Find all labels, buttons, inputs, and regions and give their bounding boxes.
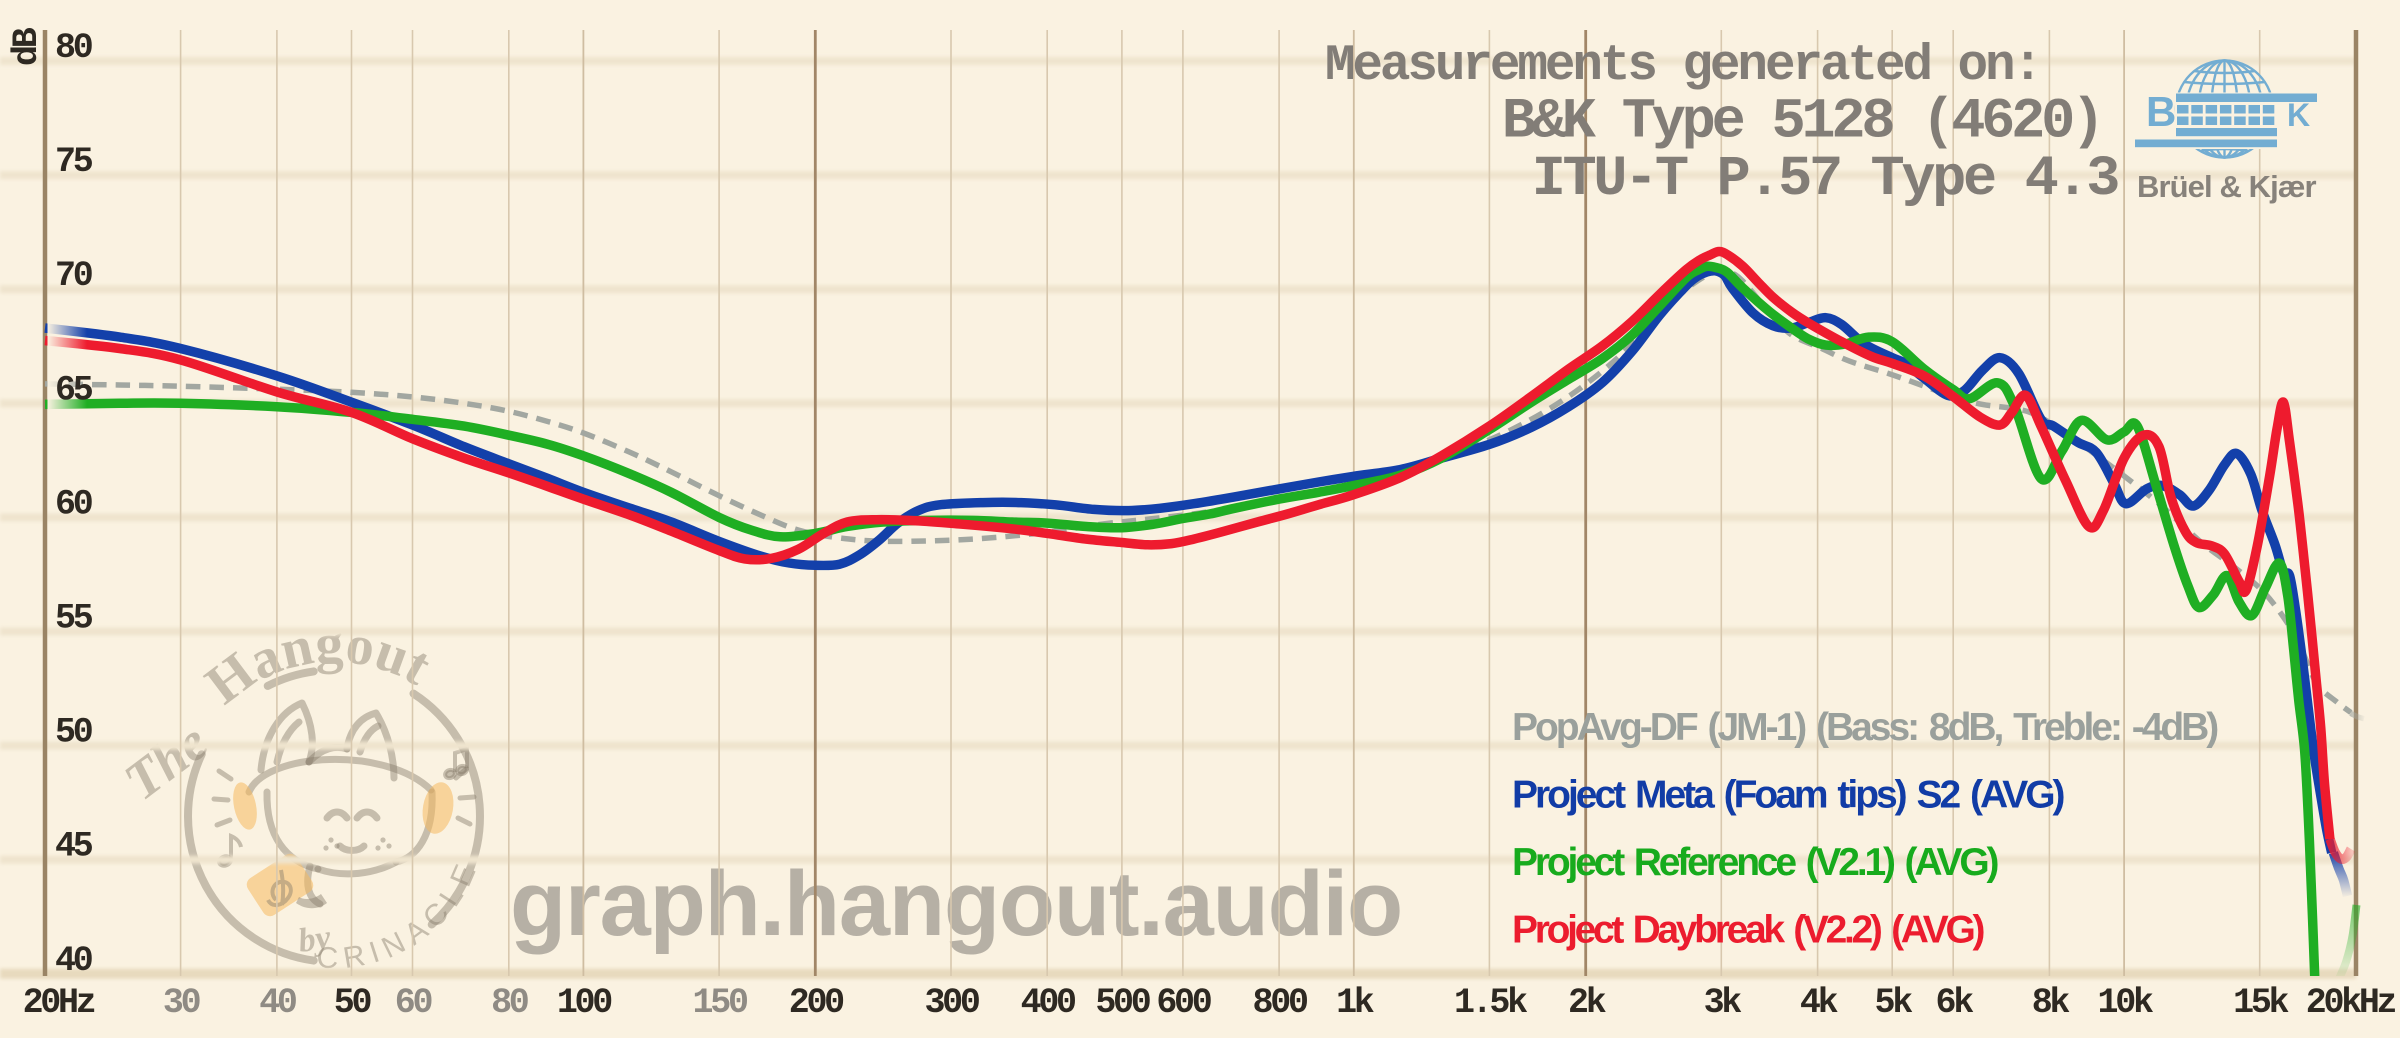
svg-text:70: 70 [55, 256, 92, 296]
svg-text:65: 65 [55, 370, 93, 410]
svg-text:2k: 2k [1568, 983, 1607, 1023]
svg-text:60: 60 [395, 983, 432, 1023]
svg-text:300: 300 [924, 983, 978, 1023]
svg-text:10k: 10k [2098, 983, 2154, 1023]
svg-text:8k: 8k [2032, 983, 2071, 1023]
svg-text:500: 500 [1095, 983, 1149, 1023]
svg-text:1k: 1k [1336, 983, 1375, 1023]
svg-text:Project Daybreak (V2.2) (AVG): Project Daybreak (V2.2) (AVG) [1512, 909, 1984, 952]
svg-text:by: by [296, 919, 334, 960]
svg-text:30: 30 [163, 983, 200, 1023]
svg-text:55: 55 [55, 599, 93, 639]
svg-text:Project Meta (Foam tips) S2 (A: Project Meta (Foam tips) S2 (AVG) [1512, 774, 2065, 817]
svg-text:K: K [2287, 97, 2310, 133]
svg-text:800: 800 [1253, 983, 1307, 1023]
svg-text:15k: 15k [2233, 983, 2289, 1023]
svg-text:40: 40 [259, 983, 296, 1023]
svg-text:400: 400 [1021, 983, 1075, 1023]
svg-text:ITU-T P.57 Type 4.3: ITU-T P.57 Type 4.3 [1532, 148, 2119, 212]
svg-text:45: 45 [55, 827, 93, 867]
svg-text:60: 60 [55, 484, 92, 524]
svg-text:50: 50 [55, 713, 92, 753]
svg-text:4k: 4k [1800, 983, 1839, 1023]
svg-text:Brüel & Kjær: Brüel & Kjær [2137, 169, 2317, 204]
svg-text:150: 150 [693, 983, 747, 1023]
svg-text:B&K Type 5128 (4620): B&K Type 5128 (4620) [1502, 91, 2101, 155]
svg-text:600: 600 [1156, 983, 1210, 1023]
svg-text:100: 100 [557, 983, 611, 1023]
svg-text:40: 40 [55, 941, 92, 981]
svg-text:6k: 6k [1935, 983, 1974, 1023]
svg-text:20Hz: 20Hz [23, 983, 95, 1023]
svg-text:75: 75 [55, 142, 93, 182]
svg-text:1.5k: 1.5k [1454, 983, 1528, 1023]
svg-text:graph.hangout.audio: graph.hangout.audio [510, 853, 1402, 955]
svg-text:B: B [2146, 88, 2176, 135]
svg-text:80: 80 [55, 28, 92, 68]
svg-text:3k: 3k [1704, 983, 1743, 1023]
svg-text:Measurements generated on:: Measurements generated on: [1325, 38, 2040, 95]
svg-text:5k: 5k [1874, 983, 1913, 1023]
svg-text:80: 80 [491, 983, 528, 1023]
svg-text:PopAvg-DF (JM-1) (Bass: 8dB, T: PopAvg-DF (JM-1) (Bass: 8dB, Treble: -4d… [1512, 706, 2218, 749]
svg-text:50: 50 [334, 983, 371, 1023]
svg-text:200: 200 [789, 983, 843, 1023]
svg-text:20kHz: 20kHz [2306, 983, 2396, 1023]
svg-text:Project Reference (V2.1) (AVG): Project Reference (V2.1) (AVG) [1512, 841, 1998, 884]
svg-text:dB: dB [7, 27, 47, 66]
